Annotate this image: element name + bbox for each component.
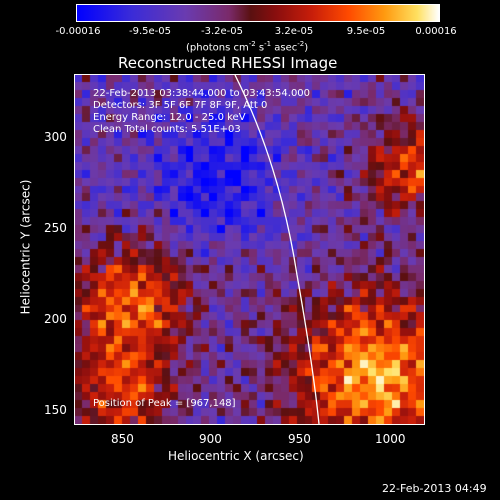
x-tick: 950 [288, 432, 311, 446]
colorbar-tick: 9.5e-05 [346, 26, 386, 37]
x-axis-label: Heliocentric X (arcsec) [168, 449, 304, 463]
unit-part: asec [271, 42, 298, 54]
colorbar-tick: -0.00016 [55, 26, 101, 37]
colorbar-tick: 0.00016 [415, 26, 457, 37]
colorbar-unit: (photons cm-2 s-1 asec-2) [186, 40, 308, 53]
y-axis-label: Heliocentric Y (arcsec) [18, 179, 33, 315]
energy-range: Energy Range: 12.0 - 25.0 keV [93, 112, 246, 123]
image-plot: 22-Feb-2013 03:38:44.000 to 03:43:54.000… [74, 74, 425, 425]
y-tick: 300 [44, 130, 67, 144]
colorbar-tick: 3.2e-05 [274, 26, 314, 37]
solar-limb-line [234, 75, 320, 424]
time-range: 22-Feb-2013 03:38:44.000 to 03:43:54.000 [93, 88, 311, 99]
peak-position: Position of Peak = [967,148] [93, 398, 236, 409]
clean-counts: Clean Total counts: 5.51E+03 [93, 124, 241, 135]
timestamp: 22-Feb-2013 04:49 [382, 482, 487, 495]
detectors: Detectors: 3F 5F 6F 7F 8F 9F, Att 0 [93, 100, 268, 111]
y-tick: 150 [44, 403, 67, 417]
x-tick: 900 [199, 432, 222, 446]
unit-part: (photons cm [186, 42, 249, 54]
unit-exp: -2 [248, 40, 256, 48]
unit-part: s [255, 42, 265, 54]
limb-overlay [234, 75, 320, 424]
plot-title: Reconstructed RHESSI Image [118, 54, 338, 72]
y-tick: 250 [44, 221, 67, 235]
colorbar [76, 4, 440, 22]
unit-exp: -2 [297, 40, 305, 48]
colorbar-tick: -9.5e-05 [129, 26, 171, 37]
y-tick: 200 [44, 312, 67, 326]
colorbar-tick: -3.2e-05 [201, 26, 243, 37]
x-tick: 850 [111, 432, 134, 446]
x-tick: 1000 [375, 432, 406, 446]
unit-part: ) [304, 42, 309, 54]
rhessi-heatmap [75, 75, 424, 424]
unit-exp: -1 [264, 40, 272, 48]
